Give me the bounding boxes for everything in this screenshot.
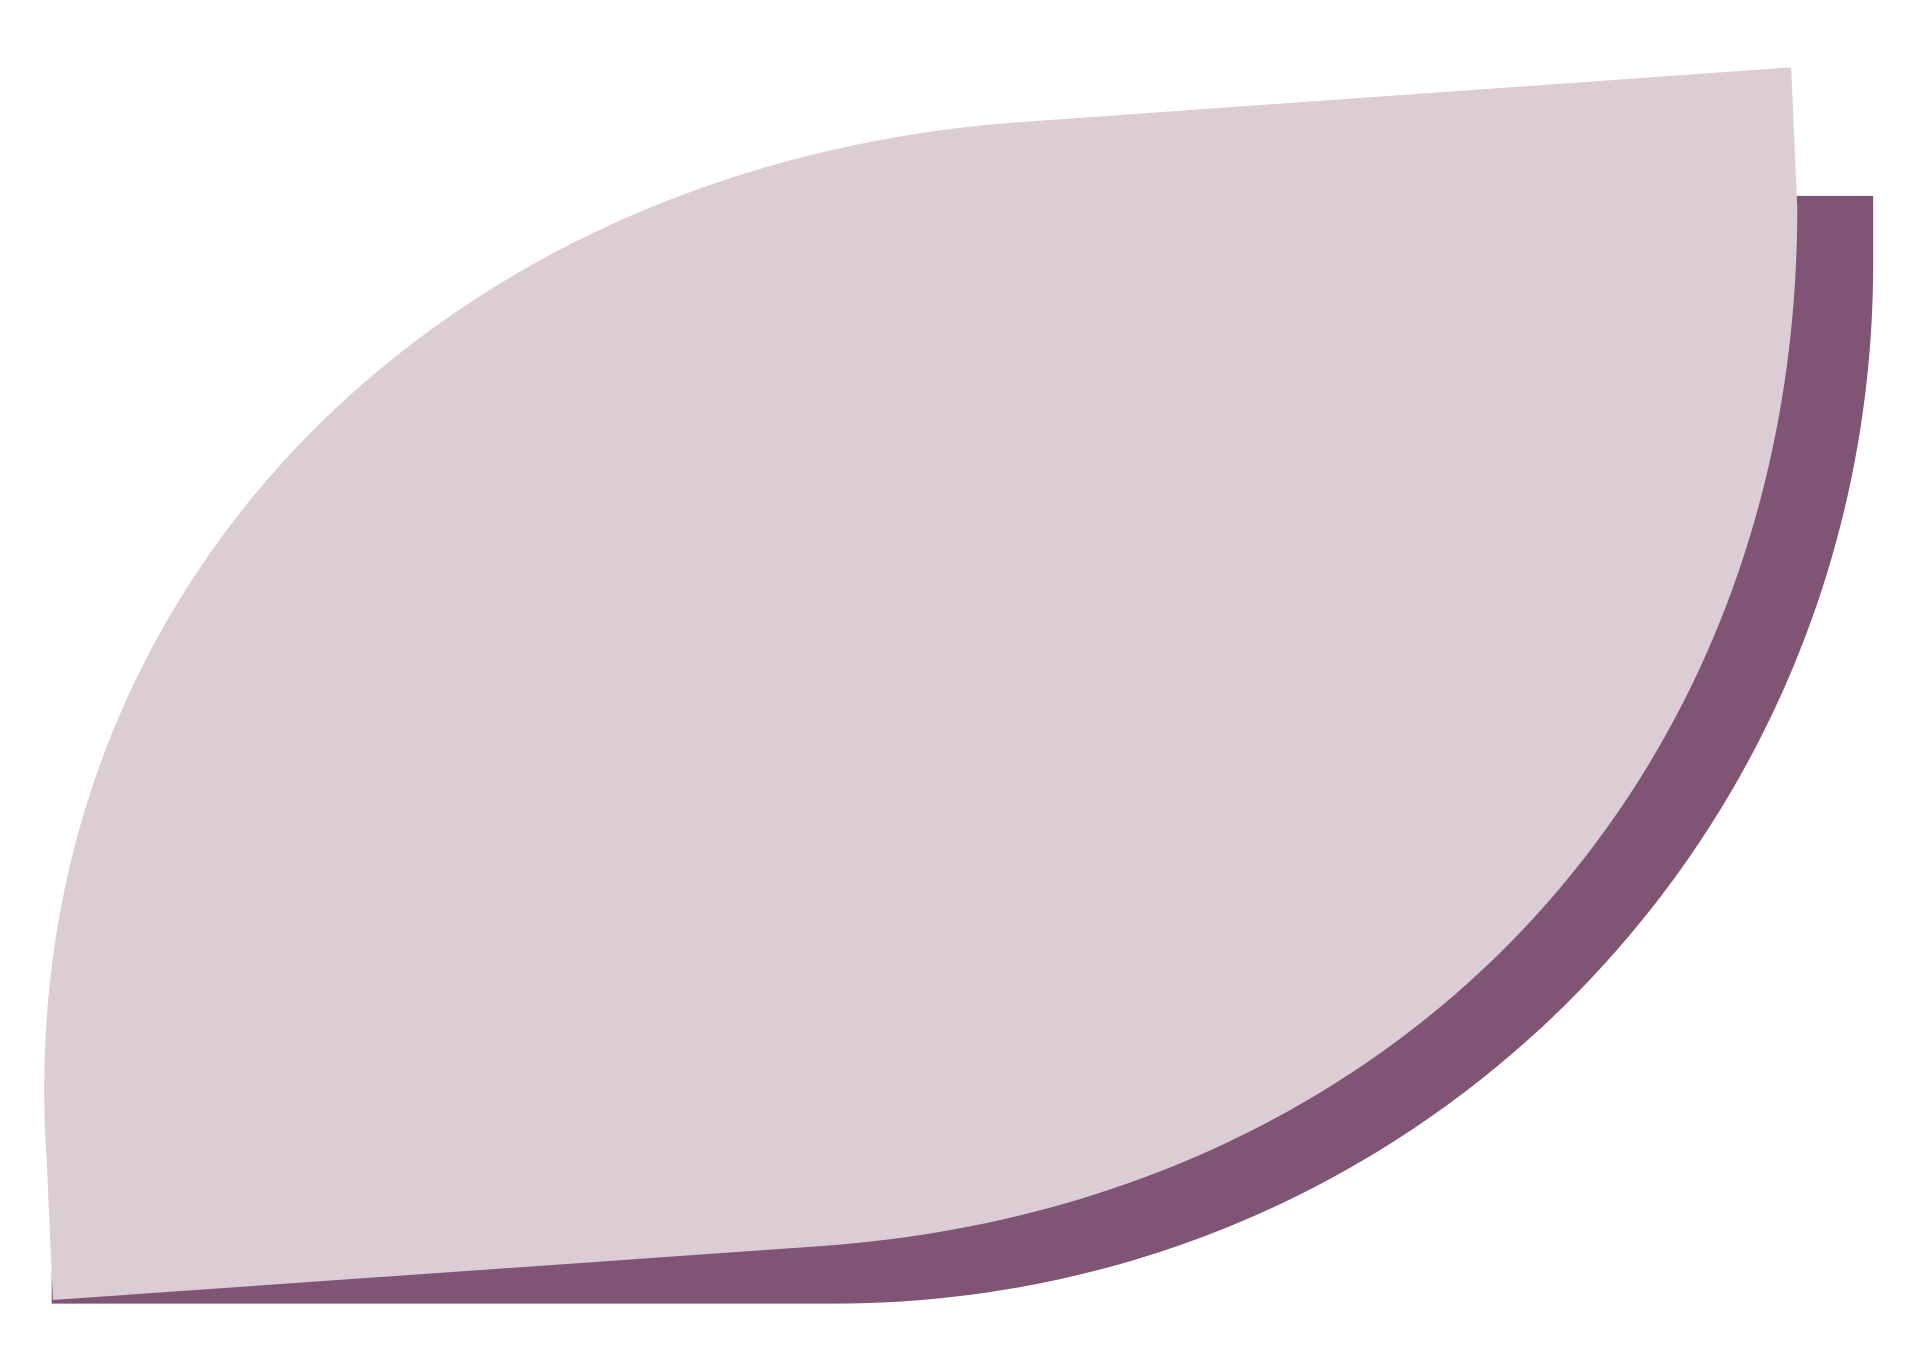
leaf-front xyxy=(44,67,1798,1301)
